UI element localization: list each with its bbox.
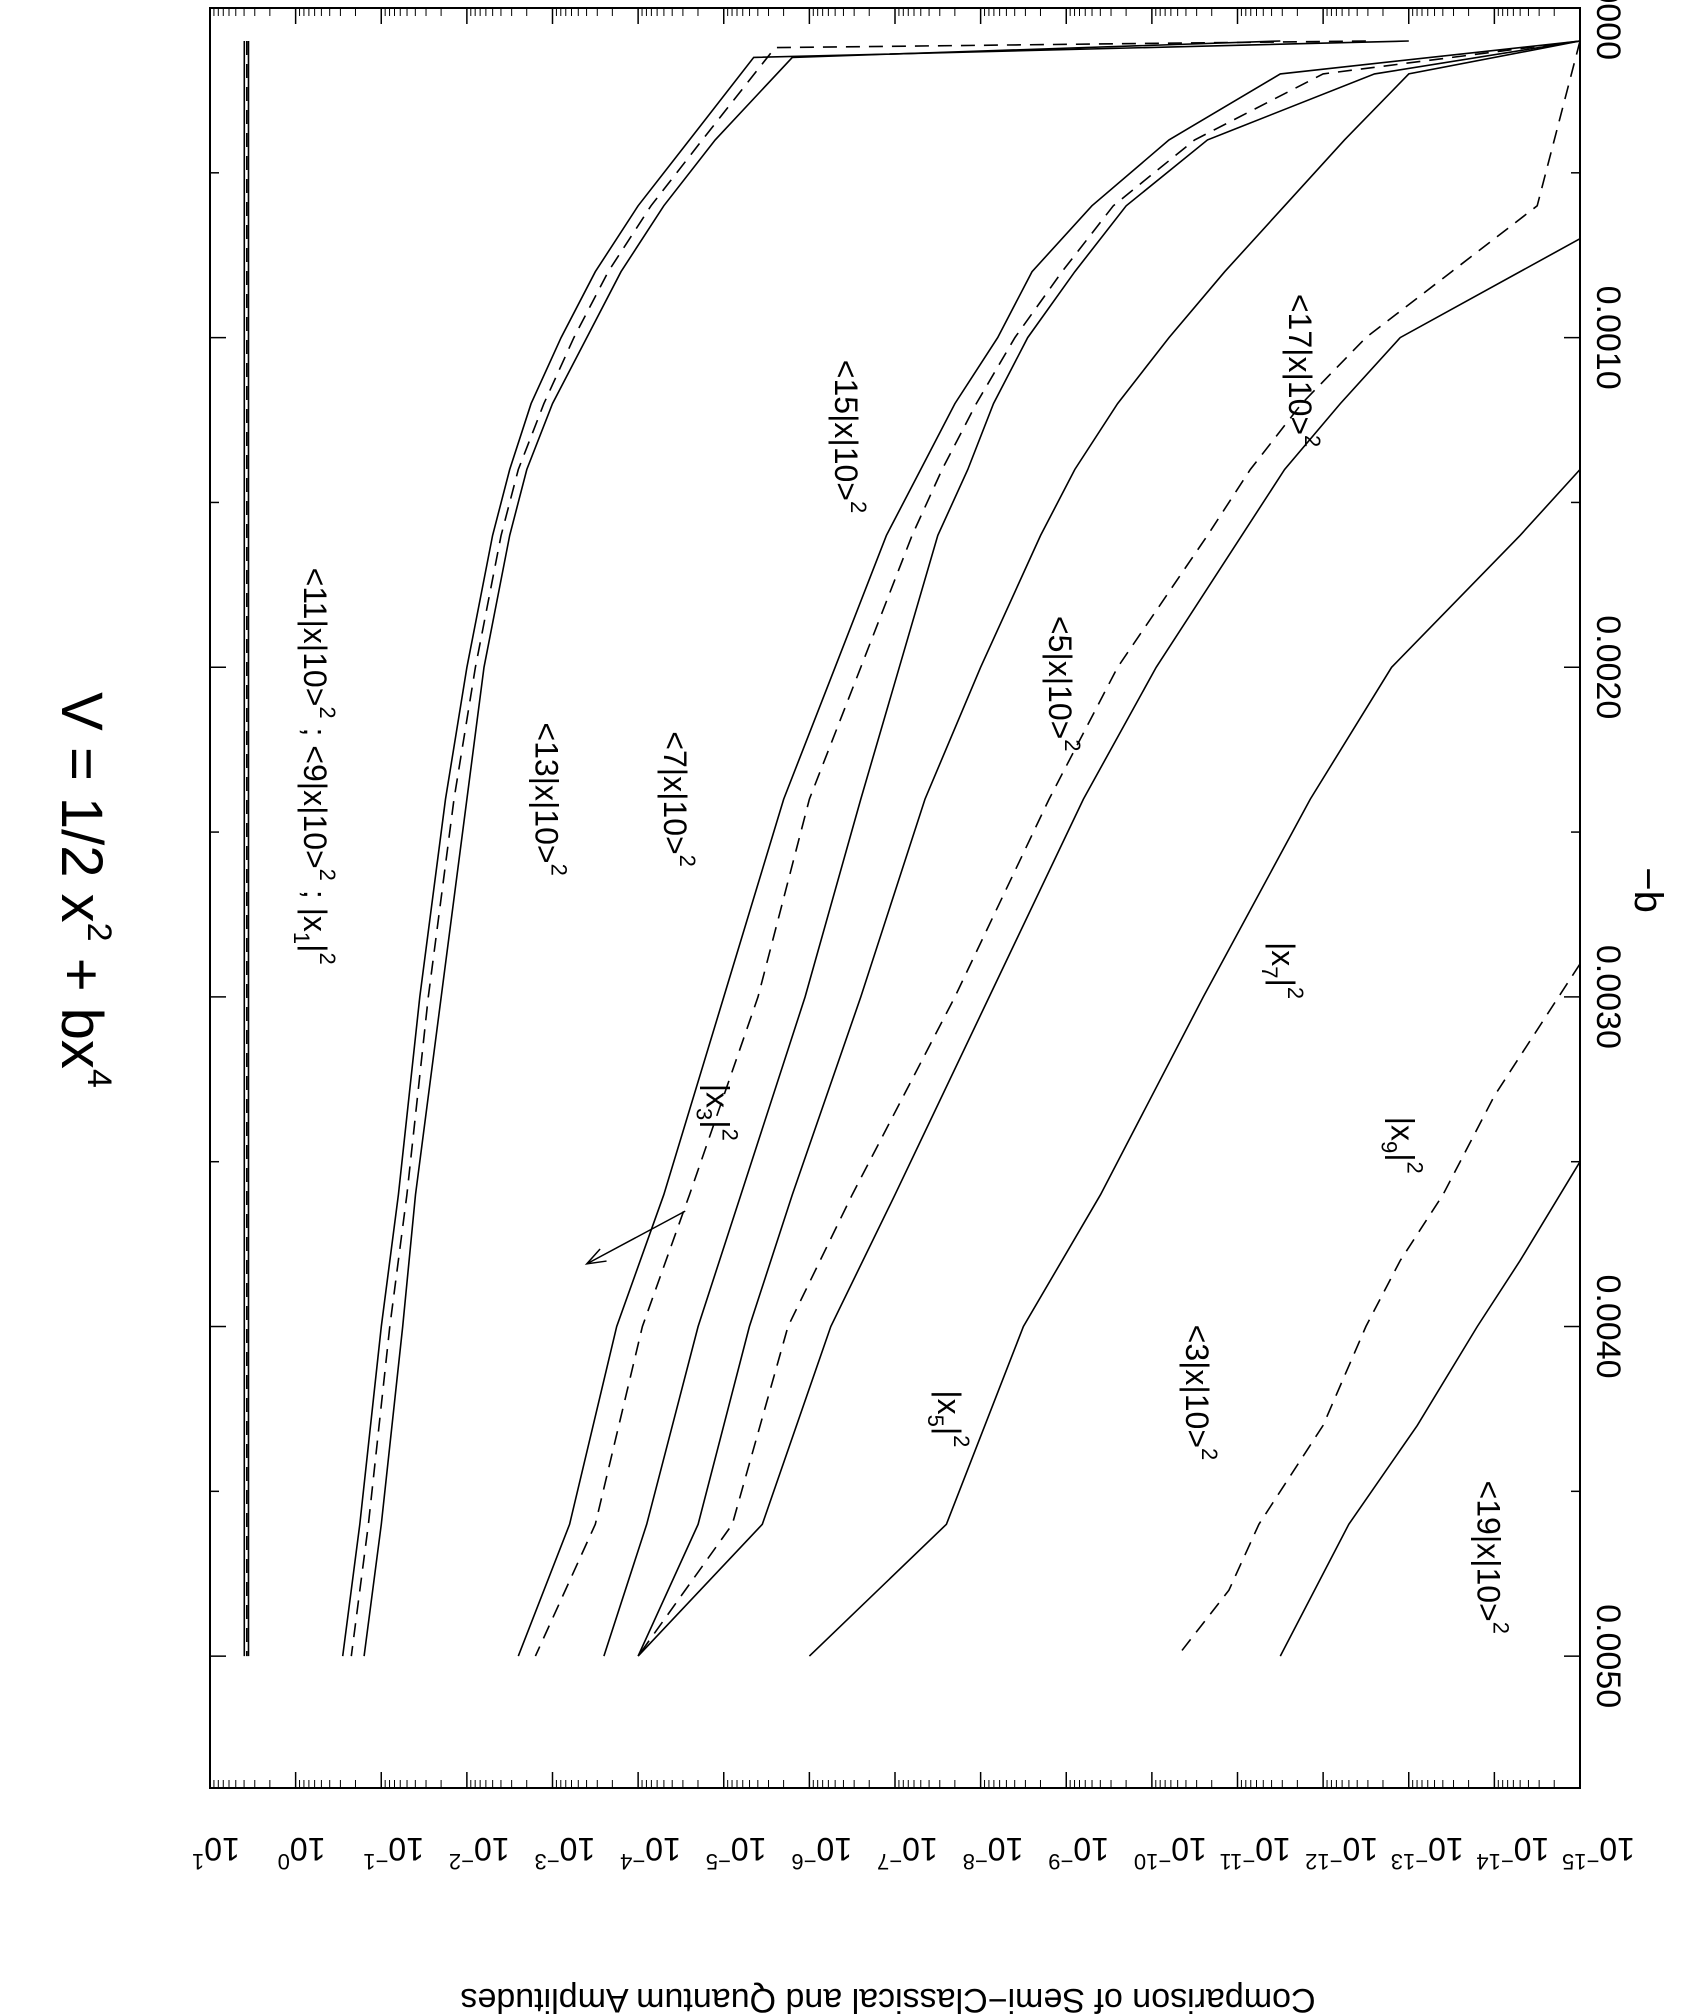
series-line-8 (517, 40, 1581, 1657)
svg-text:10−11: 10−11 (1220, 1831, 1291, 1874)
svg-text:101: 101 (192, 1831, 240, 1874)
svg-text:10−4: 10−4 (620, 1831, 681, 1874)
svg-text:10−7: 10−7 (877, 1831, 938, 1874)
curve-annotations: <11|x|10>2 ; <9|x|10>2 ; |x1|2 <13|x|10>2… (289, 294, 1513, 1634)
svg-text:10−8: 10−8 (963, 1831, 1024, 1874)
y-tick-label: 10−1 (363, 1831, 424, 1874)
x-tick-label: 0.0000 (1589, 0, 1627, 60)
y-tick-label: 101 (192, 1831, 240, 1874)
axis-ticks (209, 7, 1581, 1788)
svg-text:10−1: 10−1 (363, 1831, 424, 1874)
svg-text:10−15: 10−15 (1562, 1831, 1635, 1874)
y-tick-labels: 101 100 10−1 10−2 10−3 10−4 10−5 10−6 10−7 10−8 10… (192, 1831, 1635, 1874)
y-tick-label: 10−14 (1476, 1831, 1549, 1874)
x-tick-label: 0.0050 (1589, 1604, 1627, 1708)
y-tick-label: 100 (278, 1831, 326, 1874)
y-tick-label: 10−4 (620, 1831, 681, 1874)
curve-label-8: <3|x|10>2 (1179, 1325, 1222, 1461)
y-tick-label: 10−12 (1305, 1831, 1378, 1874)
svg-text:10−2: 10−2 (449, 1831, 510, 1874)
series-lines (243, 40, 1581, 1657)
y-tick-label: 10−10 (1134, 1831, 1207, 1874)
svg-text:10−12: 10−12 (1305, 1831, 1378, 1874)
x-axis-label: −b (1626, 867, 1670, 913)
y-tick-label: 10−5 (706, 1831, 767, 1874)
y-tick-label: 10−6 (791, 1831, 852, 1874)
x-tick-label: 0.0020 (1589, 615, 1627, 719)
x-tick-label: 0.0040 (1589, 1275, 1627, 1379)
y-tick-label: 10−9 (1048, 1831, 1109, 1874)
arrow-line (586, 1210, 686, 1265)
curve-label-9: |x7|2 (1257, 942, 1308, 999)
curve-label-5: |x5|2 (923, 1390, 974, 1447)
svg-text:10−14: 10−14 (1476, 1831, 1549, 1874)
svg-text:10−6: 10−6 (791, 1831, 852, 1874)
curve-label-12: <19|x|10>2 (1470, 1481, 1513, 1634)
y-tick-label: 10−7 (877, 1831, 938, 1874)
y-tick-label: 10−8 (963, 1831, 1024, 1874)
svg-text:10−5: 10−5 (706, 1831, 767, 1874)
curve-label-10: <17|x|10>2 (1282, 294, 1325, 447)
series-line-14 (1176, 963, 1581, 1657)
curve-label-4: |x3|2 (692, 1084, 743, 1141)
series-line-9 (534, 40, 1581, 1657)
series-line-13 (808, 468, 1581, 1657)
curve-label-1: <11|x|10>2 ; <9|x|10>2 ; |x1|2 (289, 568, 340, 965)
y-tick-label: 10−11 (1220, 1831, 1291, 1874)
y-tick-label: 10−15 (1562, 1831, 1635, 1874)
x-tick-label: 0.0010 (1589, 286, 1627, 390)
svg-text:10−13: 10−13 (1391, 1831, 1464, 1874)
series-line-15 (1279, 1161, 1581, 1657)
series-line-5 (341, 40, 1409, 1657)
chart-title: V = 1/2 x2 + bx4 (49, 692, 118, 1088)
x-tick-label: 0.0030 (1589, 945, 1627, 1049)
series-line-6 (350, 40, 1366, 1657)
svg-text:10−3: 10−3 (535, 1831, 596, 1874)
series-line-12 (637, 237, 1581, 1657)
y-tick-label: 10−13 (1391, 1831, 1464, 1874)
curve-label-2: <13|x|10>2 (528, 722, 571, 875)
series-line-10 (637, 40, 1581, 1657)
series-line-11 (637, 40, 1581, 1657)
arrow-head (584, 1248, 607, 1265)
x-tick-labels: 0.0000 0.0010 0.0020 0.0030 0.0040 0.0050 (1589, 0, 1627, 1708)
series-line-4 (363, 40, 1281, 1657)
y-axis-label: Comparison of Semi−Classical and Quantum… (460, 1981, 1315, 2016)
series-line-7 (603, 40, 1581, 1657)
svg-text:10−9: 10−9 (1048, 1831, 1109, 1874)
curve-label-7: <5|x|10>2 (1042, 616, 1085, 752)
y-tick-label: 10−3 (535, 1831, 596, 1874)
curve-label-6: <15|x|10>2 (828, 360, 871, 513)
svg-text:100: 100 (278, 1831, 326, 1874)
curve-label-11: |x9|2 (1377, 1117, 1428, 1174)
y-tick-label: 10−2 (449, 1831, 510, 1874)
curve-label-3: <7|x|10>2 (657, 731, 700, 867)
svg-text:10−10: 10−10 (1134, 1831, 1207, 1874)
